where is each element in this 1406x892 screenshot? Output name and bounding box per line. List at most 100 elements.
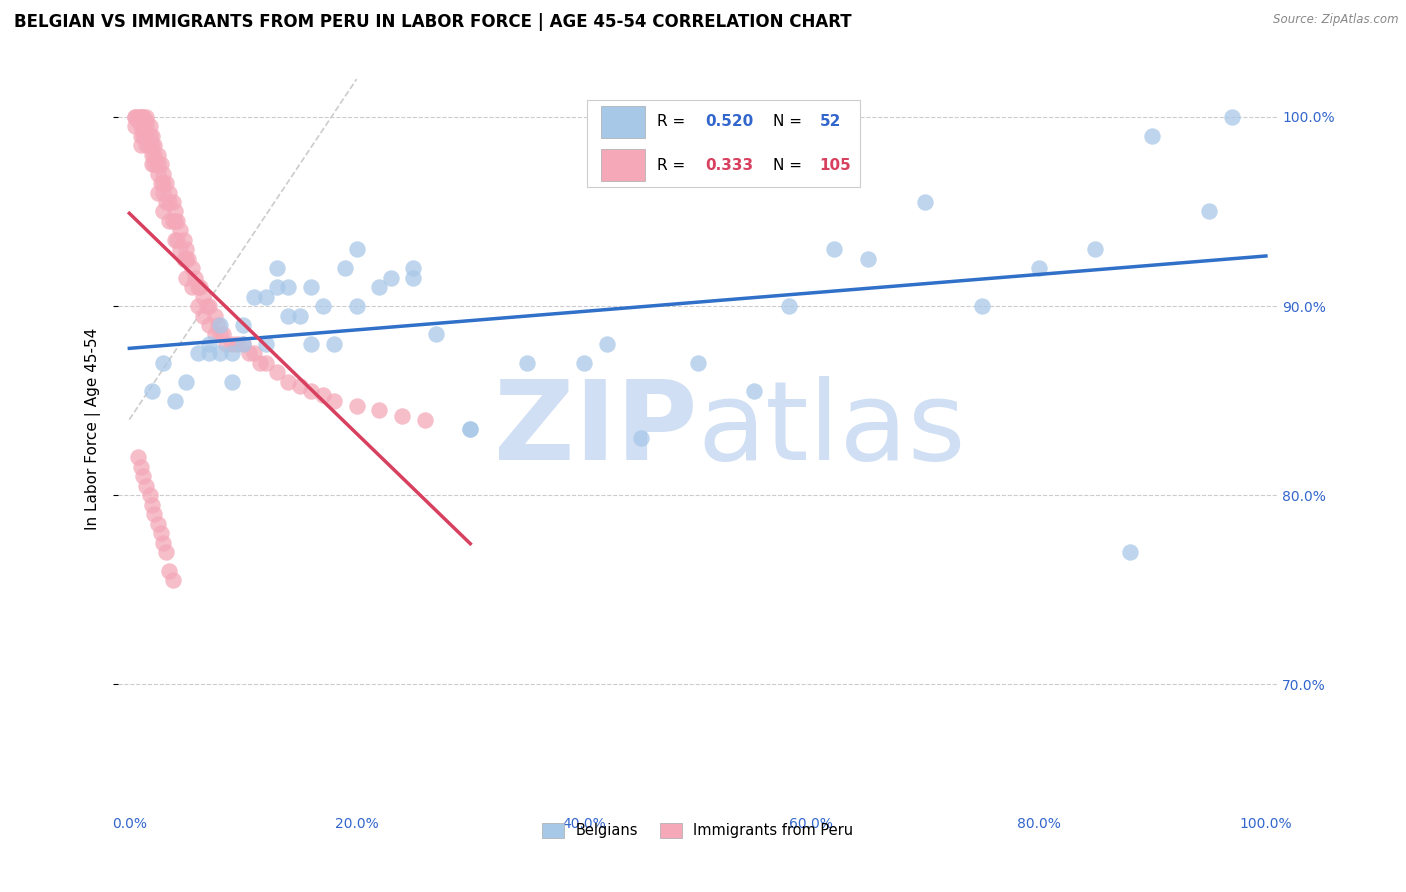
Point xyxy=(970,299,993,313)
Point xyxy=(402,270,425,285)
Point xyxy=(173,252,195,266)
Point xyxy=(124,110,146,124)
Point xyxy=(425,327,447,342)
Point xyxy=(143,138,166,153)
Point xyxy=(157,194,180,209)
Point xyxy=(221,337,243,351)
Point xyxy=(124,110,146,124)
Point xyxy=(322,337,344,351)
Point xyxy=(211,327,233,342)
Point xyxy=(311,299,333,313)
Point xyxy=(311,388,333,402)
Text: 52: 52 xyxy=(820,114,841,129)
Point xyxy=(174,375,197,389)
Text: Source: ZipAtlas.com: Source: ZipAtlas.com xyxy=(1274,13,1399,27)
Point xyxy=(391,409,413,423)
Point xyxy=(135,120,157,134)
Point xyxy=(157,564,180,578)
Point xyxy=(195,299,218,313)
Point xyxy=(132,110,155,124)
Point xyxy=(162,194,184,209)
Point xyxy=(221,346,243,360)
Point xyxy=(368,403,391,417)
Point xyxy=(744,384,766,399)
Point xyxy=(184,270,207,285)
Point xyxy=(152,176,174,190)
Point xyxy=(141,128,163,143)
Point xyxy=(198,337,221,351)
Point xyxy=(163,214,186,228)
Point xyxy=(174,243,197,257)
Point xyxy=(254,290,277,304)
Point xyxy=(141,157,163,171)
Point xyxy=(186,280,208,294)
Point xyxy=(221,375,243,389)
Point xyxy=(572,356,595,370)
Point xyxy=(277,375,299,389)
Point xyxy=(141,384,163,399)
Text: 0.520: 0.520 xyxy=(706,114,754,129)
Point xyxy=(146,147,169,161)
Point xyxy=(335,261,357,276)
Point xyxy=(135,138,157,153)
Point xyxy=(209,327,232,342)
Point xyxy=(135,479,157,493)
Point xyxy=(150,526,173,541)
Point xyxy=(143,147,166,161)
FancyBboxPatch shape xyxy=(602,149,645,181)
Point xyxy=(226,337,249,351)
Point xyxy=(516,356,538,370)
Point xyxy=(135,128,157,143)
Point xyxy=(204,327,226,342)
Point xyxy=(139,128,162,143)
Point xyxy=(209,318,232,332)
Text: 0.333: 0.333 xyxy=(706,158,754,173)
Text: 105: 105 xyxy=(820,158,851,173)
Point xyxy=(129,110,152,124)
Point xyxy=(198,299,221,313)
Point xyxy=(249,356,271,370)
Point xyxy=(288,378,311,392)
Point xyxy=(135,113,157,128)
Point xyxy=(232,318,254,332)
Point xyxy=(169,223,191,237)
Point xyxy=(143,507,166,521)
Point xyxy=(146,516,169,531)
Point xyxy=(188,280,211,294)
Point xyxy=(778,299,800,313)
Point xyxy=(127,450,149,465)
Point xyxy=(277,309,299,323)
Point xyxy=(856,252,879,266)
Point xyxy=(198,318,221,332)
Point xyxy=(1142,128,1164,143)
Point xyxy=(266,261,288,276)
Point xyxy=(207,318,229,332)
Point xyxy=(166,214,188,228)
Point xyxy=(914,194,936,209)
Point xyxy=(132,469,155,483)
Point xyxy=(322,393,344,408)
Point xyxy=(162,574,184,588)
Point xyxy=(155,176,177,190)
Point xyxy=(243,346,266,360)
Point xyxy=(180,261,202,276)
Point xyxy=(458,422,481,436)
Point xyxy=(368,280,391,294)
Point xyxy=(254,356,277,370)
Point xyxy=(163,204,186,219)
Point xyxy=(163,393,186,408)
Point xyxy=(596,337,619,351)
Point xyxy=(152,535,174,549)
Point xyxy=(204,309,226,323)
Point xyxy=(209,346,232,360)
Point xyxy=(146,167,169,181)
Point xyxy=(458,422,481,436)
Point xyxy=(193,309,215,323)
Point xyxy=(127,110,149,124)
Point xyxy=(146,186,169,200)
Point xyxy=(129,110,152,124)
Point xyxy=(166,233,188,247)
Point xyxy=(630,432,652,446)
Point xyxy=(139,120,162,134)
Point xyxy=(157,186,180,200)
